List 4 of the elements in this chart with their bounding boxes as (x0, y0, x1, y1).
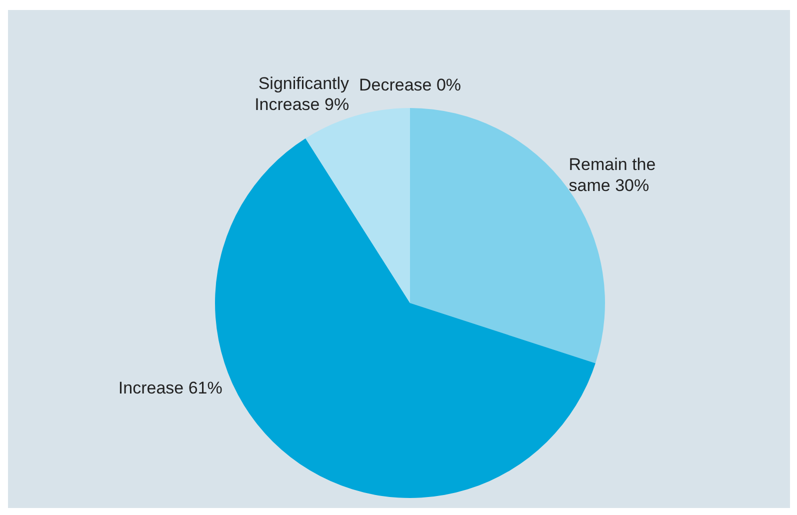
category-label: Decrease 0% (358, 76, 462, 95)
slice-label: Significantly Increase 9% (254, 74, 350, 114)
slice-label: Remain the same 30% (568, 155, 656, 196)
slice-label: Increase 61% (118, 378, 222, 398)
